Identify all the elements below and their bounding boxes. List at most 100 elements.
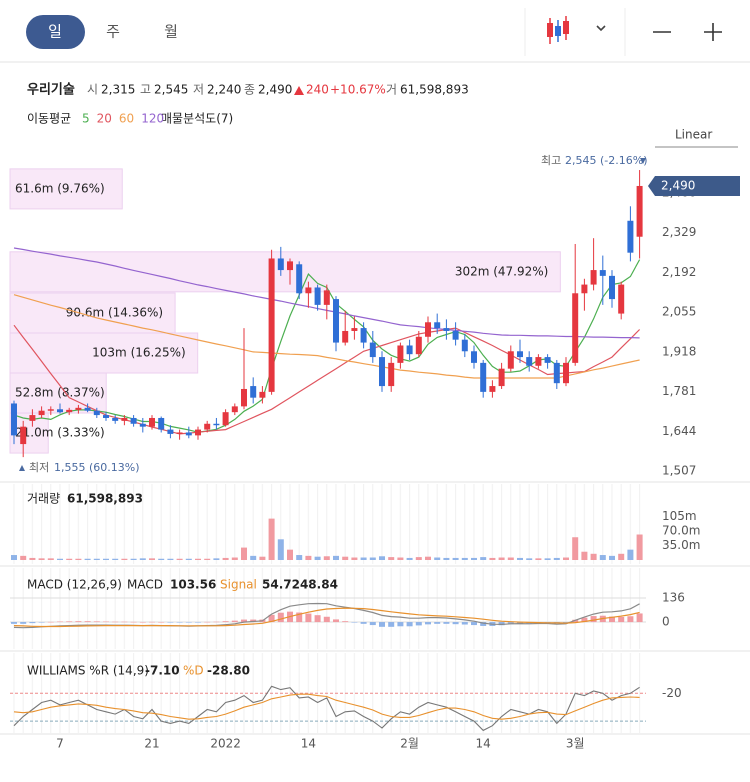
low-label: 최저 bbox=[29, 461, 49, 474]
volume-bar bbox=[130, 558, 137, 560]
candle-body bbox=[195, 429, 201, 436]
volume-bar bbox=[323, 556, 330, 560]
volume-bar bbox=[185, 558, 192, 560]
y-tick-label: 2,192 bbox=[662, 265, 696, 279]
profile-label: 103m (16.25%) bbox=[92, 346, 186, 360]
histogram-bar bbox=[590, 616, 597, 623]
profile-label[interactable]: 매물분석도(7) bbox=[161, 112, 233, 126]
histogram-bar bbox=[84, 621, 91, 623]
histogram-bar bbox=[452, 622, 459, 625]
volume-bar bbox=[241, 547, 247, 560]
histogram-bar bbox=[231, 620, 238, 623]
histogram-bar bbox=[93, 621, 100, 623]
candle-body bbox=[231, 406, 238, 413]
candle-body bbox=[388, 362, 395, 387]
volume-bar bbox=[213, 558, 220, 560]
last-price-label: 2,490 bbox=[661, 178, 695, 192]
histogram-bar bbox=[130, 621, 137, 623]
tab[interactable]: 일 bbox=[48, 23, 62, 41]
tab[interactable]: 월 bbox=[164, 23, 178, 41]
volume-bar bbox=[121, 558, 128, 560]
histogram-bar bbox=[121, 621, 128, 623]
histogram-bar bbox=[66, 621, 73, 623]
volume-profile-bar bbox=[9, 372, 107, 414]
y-tick-label: 105m bbox=[662, 509, 697, 523]
volume-bar bbox=[222, 557, 229, 560]
series-line bbox=[13, 685, 640, 732]
histogram-bar bbox=[47, 621, 54, 623]
volume-bar bbox=[498, 557, 505, 560]
dropdown-chevron[interactable] bbox=[596, 25, 606, 32]
candle-body bbox=[553, 362, 560, 384]
legend-value: 103.56 bbox=[170, 578, 216, 592]
histogram-bar bbox=[369, 622, 376, 626]
histogram-bar bbox=[461, 622, 468, 625]
candle-body bbox=[360, 328, 367, 343]
volume-bar bbox=[11, 555, 17, 560]
zoom-in[interactable] bbox=[704, 23, 722, 41]
volume-bar bbox=[618, 553, 625, 560]
histogram-bar bbox=[480, 622, 487, 626]
candle-body bbox=[259, 391, 266, 398]
histogram-bar bbox=[471, 622, 477, 626]
histogram-bar bbox=[379, 622, 385, 627]
volume-bar bbox=[507, 557, 514, 560]
field-label: 고 bbox=[140, 83, 151, 97]
volume-profile-bar bbox=[9, 168, 123, 210]
up-arrow bbox=[294, 86, 304, 95]
candle-body bbox=[480, 362, 487, 392]
volume-bar bbox=[314, 556, 321, 560]
histogram-bar bbox=[415, 622, 422, 626]
candle-body bbox=[415, 336, 422, 355]
scale-select[interactable]: Linear bbox=[675, 128, 712, 142]
volume-bar bbox=[195, 558, 201, 560]
change: 240 bbox=[306, 83, 329, 97]
x-tick-label: 3월 bbox=[566, 737, 585, 751]
histogram-bar bbox=[158, 622, 165, 623]
volume-bar bbox=[231, 557, 238, 560]
high-label: 최고 bbox=[541, 154, 561, 167]
volume-bar bbox=[434, 557, 441, 560]
histogram-bar bbox=[498, 622, 505, 626]
y-tick-label: 1,507 bbox=[662, 464, 696, 478]
volume-bar bbox=[599, 555, 606, 560]
volume-bar bbox=[47, 558, 54, 560]
candle-body bbox=[75, 407, 82, 410]
histogram-bar bbox=[296, 612, 303, 623]
low-marker bbox=[19, 465, 25, 471]
candle-body bbox=[489, 386, 496, 392]
volume-bar bbox=[471, 557, 477, 560]
volume-bar bbox=[489, 557, 496, 560]
volume-bar bbox=[443, 557, 450, 560]
volume-bar bbox=[535, 558, 542, 560]
candle-body bbox=[581, 284, 588, 294]
chart-type-icon[interactable] bbox=[547, 16, 569, 44]
candle-body bbox=[535, 357, 542, 366]
histogram-bar bbox=[388, 622, 395, 627]
histogram-bar bbox=[268, 614, 275, 623]
volume-bar bbox=[139, 558, 146, 560]
histogram-bar bbox=[434, 622, 441, 624]
profile-label: 52.8m (8.37%) bbox=[15, 386, 105, 400]
candle-body bbox=[130, 417, 137, 424]
volume-bar bbox=[296, 555, 303, 560]
volume-bar bbox=[333, 555, 339, 560]
tab[interactable]: 주 bbox=[106, 23, 120, 41]
candle-body bbox=[139, 423, 146, 427]
candle-body bbox=[544, 357, 551, 363]
volume-bar bbox=[581, 551, 588, 560]
volume-bar bbox=[75, 558, 82, 560]
histogram-bar bbox=[176, 622, 183, 623]
candle-body bbox=[66, 409, 73, 413]
volume-bar bbox=[351, 557, 358, 560]
histogram-bar bbox=[305, 613, 312, 623]
series-line bbox=[13, 607, 640, 628]
volume-bar bbox=[149, 558, 155, 560]
y-tick-label: 2,329 bbox=[662, 225, 696, 239]
candle-body bbox=[103, 415, 109, 418]
volume-bar bbox=[204, 558, 211, 560]
y-tick-label: 0 bbox=[662, 615, 670, 629]
y-tick-label: 1,781 bbox=[662, 384, 696, 398]
x-tick-label: 2022 bbox=[210, 737, 241, 751]
candle-body bbox=[618, 284, 625, 314]
